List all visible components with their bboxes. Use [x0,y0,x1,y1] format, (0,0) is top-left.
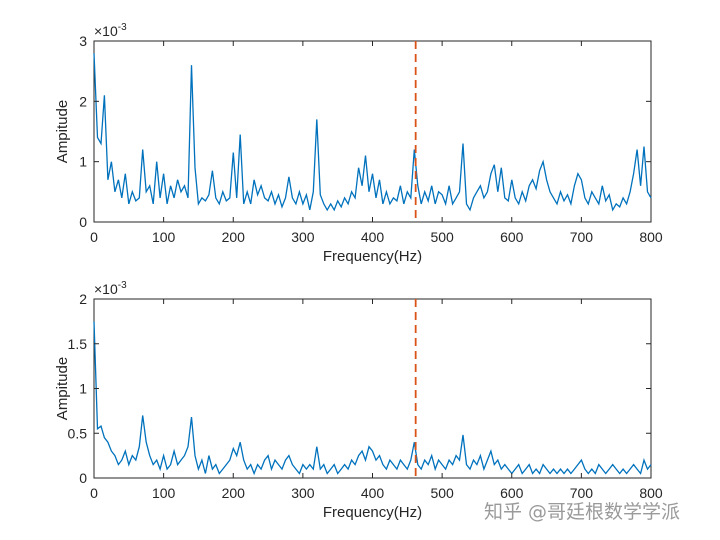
x-tick-label: 400 [361,229,385,245]
subplot-2: 0 100 200 300 400 500 600 700 800 0 0.5 1 1.5 2 ×10-3 F… [54,280,663,521]
y-exponent-value: -3 [118,22,127,33]
y-tick-label: 2 [79,93,87,109]
x-tick-label: 300 [291,485,315,501]
x-tick-label: 0 [90,485,98,501]
x-tick-label: 100 [152,485,176,501]
x-tick-label: 600 [500,229,524,245]
x-tick-label: 700 [570,485,594,501]
x-tick-label: 200 [222,229,246,245]
x-tick-label: 400 [361,485,385,501]
y-exponent-value: -3 [118,280,127,291]
y-axis-label: Ampitude [54,100,71,163]
x-tick-label: 800 [639,229,663,245]
x-tick-label: 100 [152,229,176,245]
y-tick-label: 0 [79,470,87,486]
spectrum-line [93,53,652,212]
y-tick-label: 2 [79,291,87,307]
x-tick-label: 700 [570,229,594,245]
x-tick-label: 800 [639,485,663,501]
y-exponent-label: ×10-3 [94,22,127,39]
subplot-1: 0 100 200 300 400 500 600 700 800 0 1 2 3 ×10-3 Freque… [54,22,663,265]
y-tick-label: 1.5 [68,336,88,352]
y-tick-label: 3 [79,33,87,49]
x-tick-label: 300 [291,229,315,245]
x-tick-label: 600 [500,485,524,501]
y-tick-label: 1 [79,154,87,170]
watermark: 知乎 @哥廷根数学学派 [484,501,681,523]
x-tick-label: 500 [430,229,454,245]
y-tick-label: 0.5 [68,425,88,441]
x-tick-label: 200 [222,485,246,501]
y-exponent-label: ×10-3 [94,280,127,297]
x-axis-label: Frequency(Hz) [323,504,422,521]
y-tick-label: 1 [79,381,87,397]
spectrum-line [93,321,652,476]
x-axis-label: Frequency(Hz) [323,248,422,265]
y-axis-label: Ampitude [54,357,71,420]
x-tick-label: 0 [90,229,98,245]
x-tick-label: 500 [430,485,454,501]
y-tick-label: 0 [79,214,87,230]
